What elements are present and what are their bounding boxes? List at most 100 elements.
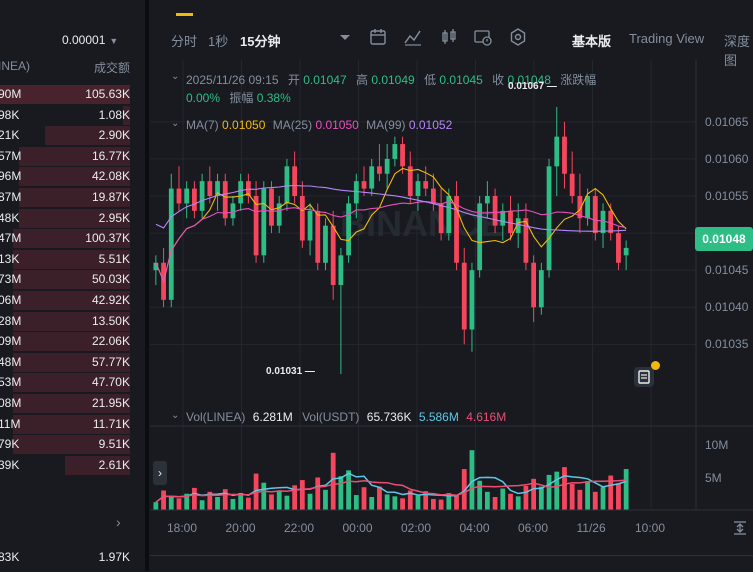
vol-ma-a-value: 5.586M [418,410,459,424]
order-book-amount: 39K [0,457,20,472]
order-book-row[interactable]: 83K 1.97K [0,547,145,567]
vol-usdt-label: Vol(USDT) [302,410,360,424]
replay-icon[interactable] [474,28,492,46]
volume-bar [400,498,405,510]
order-book-row[interactable]: 08M 21.95K [0,393,145,413]
candle [222,181,228,219]
order-book-row[interactable]: 48K 2.95K [0,208,145,228]
collapse-chevron-icon[interactable]: ⌄ [171,410,180,421]
order-book-row[interactable]: 90M 105.63K [0,84,145,104]
order-book-row[interactable]: 11M 11.71K [0,414,145,434]
depth-chart-tab[interactable]: 深度图 [724,34,751,68]
volume-bar [369,497,375,510]
order-book-row[interactable]: 13K 5.51K [0,249,145,269]
note-icon [638,370,650,384]
ma7-label: MA(7) [186,118,219,132]
order-book-row[interactable]: 09M 22.06K [0,331,145,352]
calendar-icon[interactable] [369,28,387,46]
order-book-total: 21.95K [91,396,130,410]
vol-label: Vol(LINEA) [186,410,246,424]
collapse-chevron-icon[interactable]: ⌄ [171,71,180,82]
ma25-line [155,201,627,284]
volume-bar [192,487,197,510]
order-book-row[interactable]: 87M 19.87K [0,187,145,207]
volume-bar [377,486,382,510]
chevron-right-icon[interactable]: › [116,514,121,530]
order-book-amount: 83K [0,550,20,564]
candle [192,188,197,211]
price-tick-label: 0.01065 [705,114,749,129]
ohlc-amp: 0.38% [256,91,291,105]
volume-bar [469,450,475,510]
candle [423,181,429,189]
candle [554,136,560,167]
basic-view-tab[interactable]: 基本版 [572,34,612,49]
volume-bar [161,490,166,510]
interval-time-button[interactable]: 分时 [171,34,198,49]
order-book-amount: 98K [0,107,20,122]
candle-type-icon[interactable] [440,28,458,46]
candle [245,181,251,196]
order-book-row[interactable]: 47M 100.37K [0,228,145,249]
order-book-total: 11.71K [92,416,130,431]
volume-bar [508,493,513,510]
price-tick-label: 0.01035 [705,337,749,352]
order-book-total: 16.77K [91,148,130,163]
order-book: 0.00001 ▼ INEA) 成交额 90M 105.63K 98K 1.08K 21K… [0,0,145,571]
order-book-amount: 96M [0,169,22,184]
volume-bar [238,493,244,510]
volume-bar [585,481,590,510]
ohlc-date: 2025/11/26 09:15 [186,73,279,87]
order-book-total: 57.77K [91,354,130,369]
price-step-select[interactable]: 0.00001 ▼ [62,33,118,47]
order-book-total: 50.03K [91,272,130,287]
chevron-down-icon[interactable] [336,28,354,46]
settings-icon[interactable] [509,28,527,46]
high-price-marker: 0.01067 — [508,81,557,92]
volume-ma-b-line [155,479,627,503]
indicator-icon[interactable] [404,28,422,46]
order-book-row[interactable]: 06M 42.92K [0,290,145,310]
candle [269,188,274,226]
volume-bar [592,491,598,510]
order-book-row[interactable]: 98K 1.08K [0,105,145,125]
order-book-row[interactable]: 96M 42.08K [0,166,145,187]
volume-bar [276,490,282,510]
collapse-chevron-icon[interactable]: ⌄ [171,118,180,129]
volume-bar [330,452,336,510]
order-book-row[interactable]: 73M 50.03K [0,269,145,290]
order-book-row[interactable]: 57M 16.77K [0,146,145,166]
interval-15m-button[interactable]: 15分钟 [240,34,281,49]
volume-bar [554,471,560,510]
ma-legend: MA(7) 0.01050 MA(25) 0.01050 MA(99) 0.01… [186,118,452,132]
volume-bar [315,477,321,510]
candle [315,210,321,263]
alert-icon[interactable] [634,367,654,387]
order-book-row[interactable]: 39K 2.61K [0,455,145,475]
order-book-total: 2.61K [98,457,130,472]
candle [592,196,598,234]
ma25-label: MA(25) [272,118,313,132]
depth-bar [13,394,130,413]
order-book-row[interactable]: 79K 9.51K [0,434,145,455]
volume-bar [407,490,413,510]
volume-bar [299,480,305,510]
interval-1s-button[interactable]: 1秒 [208,34,229,49]
tradingview-tab[interactable]: Trading View [629,31,705,46]
candle [616,233,621,263]
order-book-total: 1.97K [98,550,130,564]
order-book-row[interactable]: 21K 2.90K [0,125,145,146]
order-book-row[interactable]: 28M 13.50K [0,311,145,331]
order-book-row[interactable]: 53M 47.70K [0,372,145,393]
price-tick-label: 0.01040 [705,300,749,315]
fit-axis-icon[interactable] [731,519,749,537]
chevron-right-icon[interactable]: › [153,461,167,485]
candle [484,196,490,204]
candlestick-chart[interactable]: BINANCE [150,60,753,571]
volume-bar [608,475,614,510]
volume-bar [215,497,220,510]
candle [585,196,590,219]
alert-dot [651,361,660,370]
price-tick-label: 0.01060 [705,151,749,166]
order-book-row[interactable]: 48M 57.77K [0,352,145,372]
